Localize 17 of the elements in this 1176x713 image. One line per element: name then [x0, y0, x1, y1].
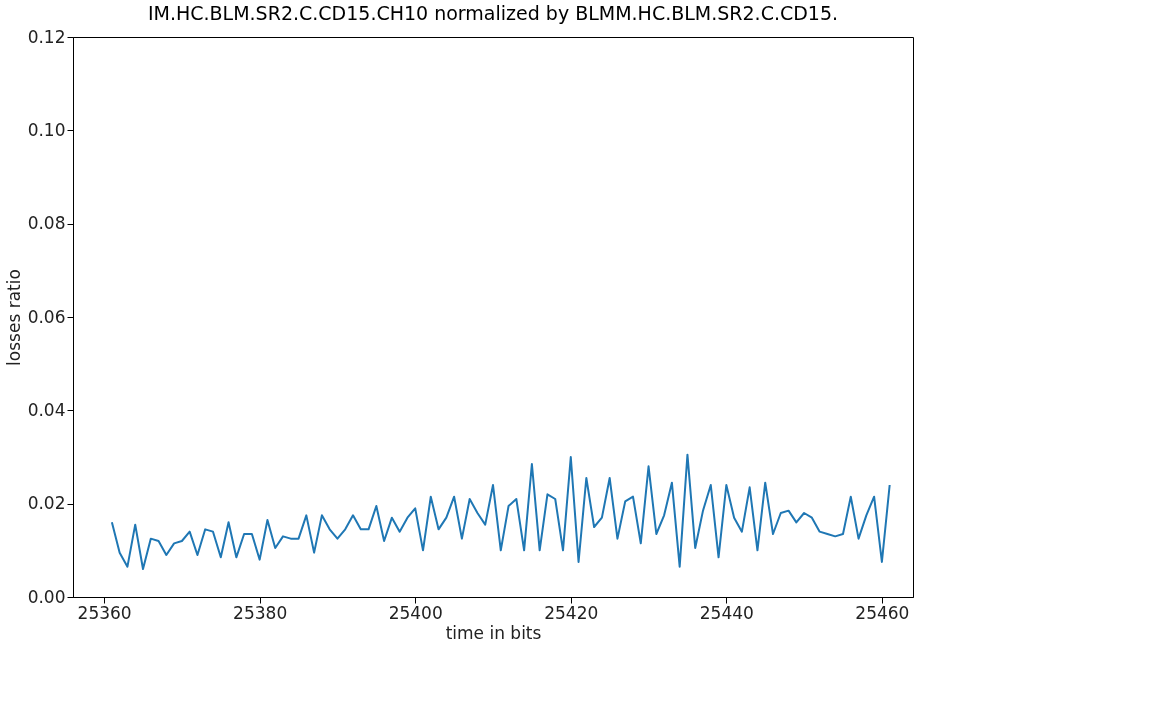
y-tick-label: 0.06: [27, 306, 66, 327]
x-axis-title: time in bits: [445, 622, 542, 643]
y-tick-label: 0.02: [27, 493, 66, 514]
x-tick-label: 25440: [699, 602, 754, 623]
line-series: [110, 453, 891, 570]
chart-title: IM.HC.BLM.SR2.C.CD15.CH10 normalized by BLMM.HC.BLM.SR2.C.CD15.: [147, 2, 839, 24]
x-tick-label: 25360: [77, 602, 132, 623]
y-tick-label: 0.10: [27, 119, 66, 140]
y-tick-label: 0.04: [27, 399, 66, 420]
y-axis-title: losses ratio: [3, 269, 24, 366]
x-tick-label: 25380: [233, 602, 288, 623]
x-tick-label: 25420: [544, 602, 599, 623]
y-tick-label: 0.12: [27, 26, 66, 47]
y-tick-label: 0.00: [27, 586, 66, 607]
x-tick-label: 25400: [388, 602, 443, 623]
x-tick-label: 25460: [855, 602, 910, 623]
y-tick-label: 0.08: [27, 213, 66, 234]
